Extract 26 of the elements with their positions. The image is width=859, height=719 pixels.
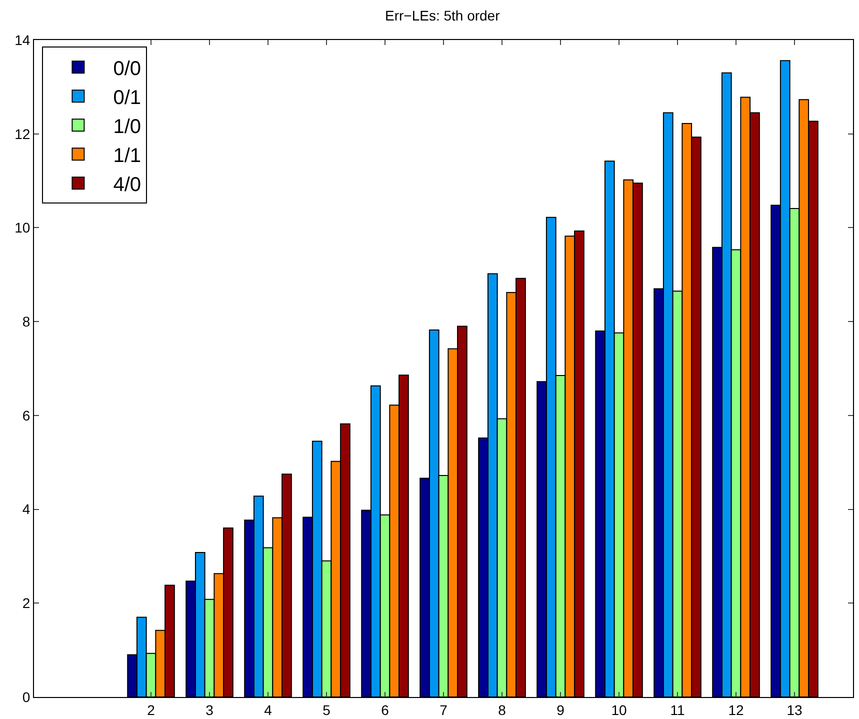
y-tick-label: 14 [14,32,30,48]
y-tick-label: 12 [14,126,30,142]
x-tick-label: 3 [206,702,214,718]
x-tick-label: 4 [264,702,272,718]
x-tick-label: 11 [670,702,685,718]
x-tick-label: 13 [786,702,802,718]
x-tick-label: 6 [381,702,390,718]
y-tick-label: 8 [22,313,30,330]
y-tick-label: 6 [22,407,30,424]
legend-label: 0/0 [113,58,142,80]
legend-label: 0/1 [113,86,142,109]
x-tick-label: 10 [611,702,627,718]
y-tick-label: 10 [14,220,30,236]
y-tick-label: 4 [22,501,30,518]
x-tick-label: 5 [322,702,331,718]
legend-label: 4/0 [113,174,142,196]
y-tick-label: 2 [22,595,30,612]
x-tick-label: 2 [147,702,156,718]
y-tick-label: 0 [22,688,30,705]
legend-label: 1/1 [113,144,142,167]
legend-label: 1/0 [113,116,142,138]
x-tick-label: 7 [440,702,448,718]
x-tick-label: 9 [556,702,565,718]
x-tick-label: 12 [728,702,744,718]
chart-title: Err−LEs: 5th order [384,8,500,24]
x-tick-label: 8 [498,702,506,718]
